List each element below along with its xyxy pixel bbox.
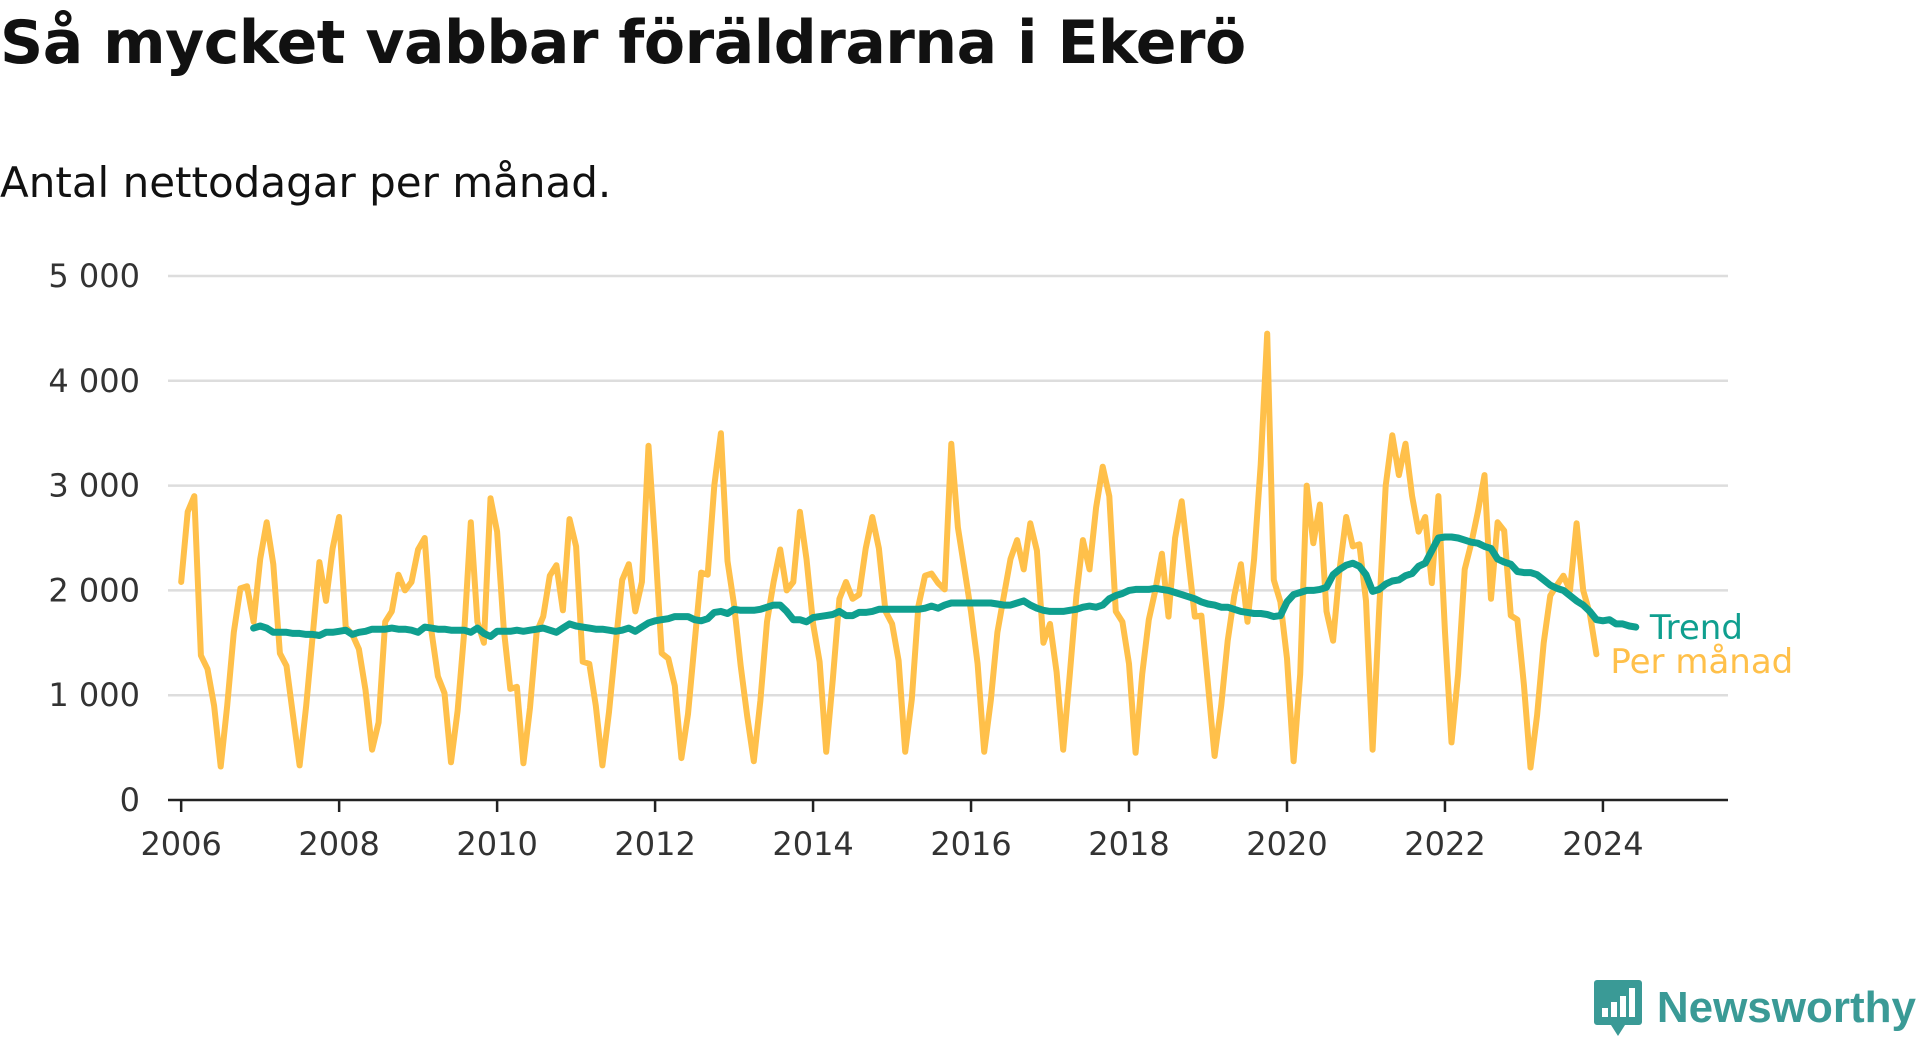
x-tick-label: 2008 <box>298 825 379 863</box>
x-tick-label: 2022 <box>1404 825 1485 863</box>
y-tick-label: 5 000 <box>48 257 140 295</box>
y-tick-label: 2 000 <box>48 571 140 609</box>
x-tick-label: 2024 <box>1562 825 1643 863</box>
x-tick-label: 2018 <box>1088 825 1169 863</box>
y-tick-label: 3 000 <box>48 467 140 505</box>
series-line-2 <box>250 533 1640 640</box>
x-axis-ticks: 2006 2008 2010 2012 2014 2016 2018 2020 2022 2024 <box>140 800 1644 863</box>
series-lines <box>178 330 1640 771</box>
brand-logo: Newsworthy <box>1593 978 1916 1038</box>
y-tick-label: 1 000 <box>48 676 140 714</box>
x-tick-label: 2006 <box>140 825 221 863</box>
chart-title: Så mycket vabbar föräldrarna i Ekerö <box>0 8 1246 78</box>
y-axis-ticks: 0 1 000 2 000 3 000 4 000 5 000 <box>48 257 140 819</box>
x-tick-label: 2016 <box>930 825 1011 863</box>
x-tick-label: 2010 <box>456 825 537 863</box>
x-tick-label: 2020 <box>1246 825 1327 863</box>
y-tick-label: 4 000 <box>48 362 140 400</box>
x-tick-label: 2012 <box>614 825 695 863</box>
series-line-1 <box>178 330 1600 771</box>
y-tick-label: 0 <box>120 781 140 819</box>
brand-name: Newsworthy <box>1656 983 1916 1032</box>
series-label: Per månad <box>1610 642 1793 682</box>
series-label: Trend <box>1649 608 1743 648</box>
newsworthy-logo-icon <box>1593 978 1643 1038</box>
x-tick-label: 2014 <box>772 825 853 863</box>
chart-subtitle: Antal nettodagar per månad. <box>0 158 612 207</box>
